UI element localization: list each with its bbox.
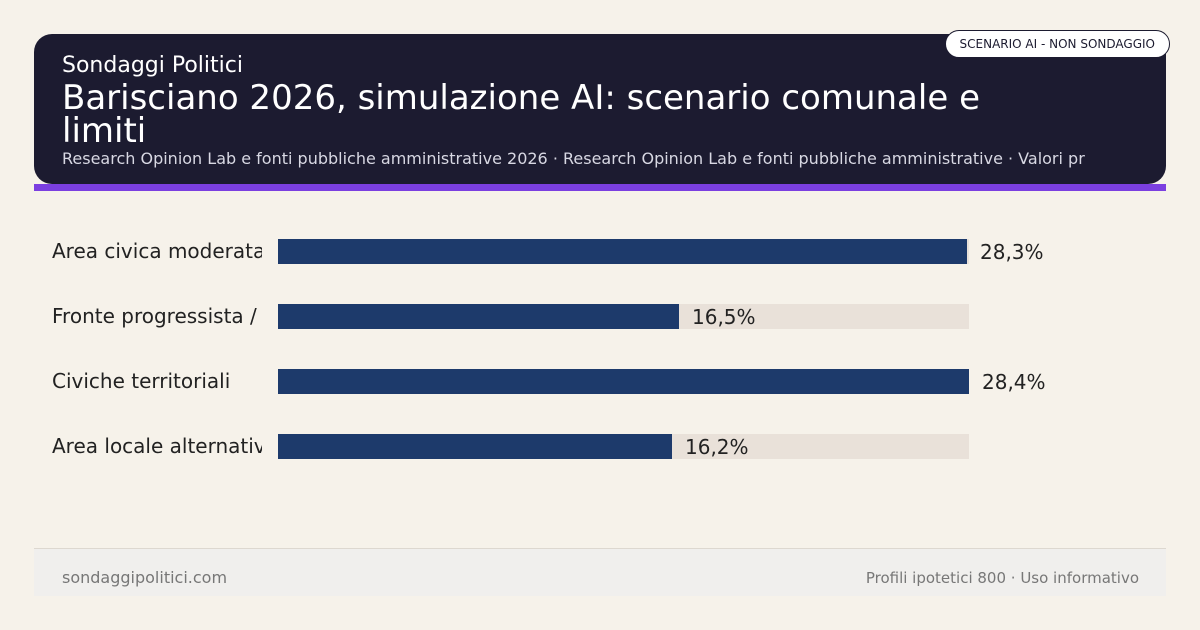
value-label: 28,3% (980, 240, 1044, 264)
bar-track (278, 239, 969, 264)
bar (278, 239, 967, 264)
value-label: 16,2% (685, 435, 749, 459)
bar (278, 434, 672, 459)
bar (278, 369, 969, 394)
footer: sondaggipolitici.com Profili ipotetici 8… (34, 548, 1166, 596)
value-label: 16,5% (692, 305, 756, 329)
bar-track (278, 369, 969, 394)
footer-note: Profili ipotetici 800 · Uso informativo (865, 569, 1139, 587)
footer-site: sondaggipolitici.com (62, 568, 228, 587)
category-label: Area locale alternativ (52, 434, 262, 458)
page-title: Barisciano 2026, simulazione AI: scenari… (62, 78, 980, 151)
header-panel: Sondaggi Politici Barisciano 2026, simul… (34, 34, 1166, 184)
category-label: Fronte progressista / (52, 304, 257, 328)
bar-track (278, 304, 969, 329)
bar-track (278, 434, 969, 459)
brand-name: Sondaggi Politici (62, 53, 243, 78)
accent-stripe (34, 184, 1166, 191)
scenario-badge: SCENARIO AI - NON SONDAGGIO (944, 30, 1170, 58)
category-label: Area civica moderata (52, 239, 262, 263)
category-label: Civiche territoriali (52, 369, 231, 393)
page-subtitle: Research Opinion Lab e fonti pubbliche a… (62, 149, 1085, 168)
bar (278, 304, 679, 329)
value-label: 28,4% (982, 370, 1046, 394)
